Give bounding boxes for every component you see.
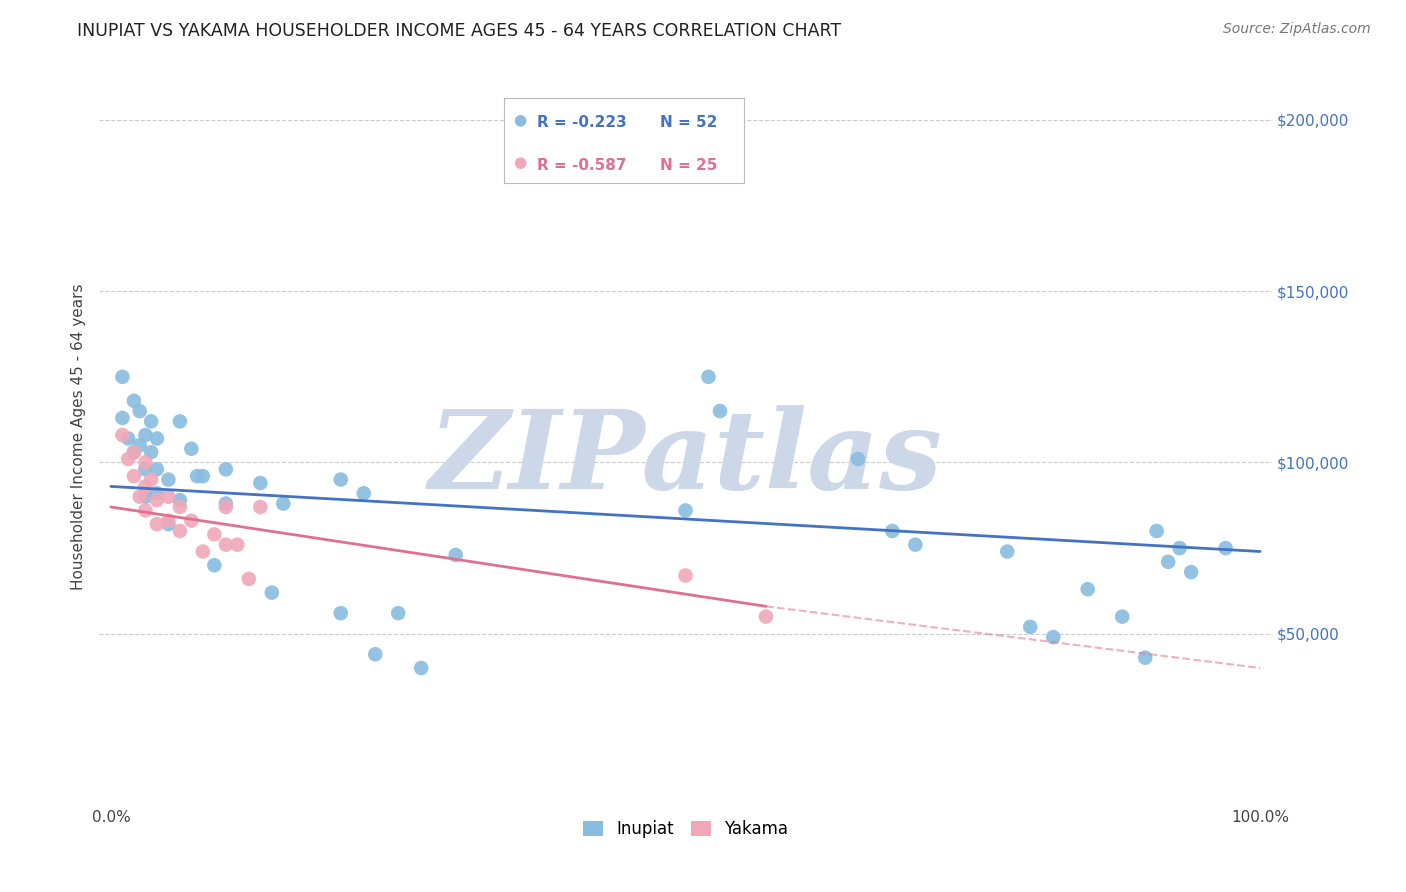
Point (111, 369, 134, 384)
Point (122, 445, 145, 459)
Point (134, 490, 156, 504)
Point (134, 462, 156, 476)
Point (1180, 565, 1202, 579)
Point (364, 648, 387, 662)
Point (1111, 609, 1133, 624)
Point (846, 452, 869, 467)
Point (249, 475, 271, 490)
Point (238, 572, 260, 586)
Point (157, 517, 180, 532)
Point (134, 479, 156, 493)
Point (141, 445, 163, 459)
Point (141, 414, 163, 428)
Point (329, 606, 352, 620)
Point (697, 369, 720, 384)
Text: ZIPatlas: ZIPatlas (429, 405, 942, 513)
Point (215, 538, 238, 552)
Point (260, 585, 283, 599)
Point (387, 606, 409, 620)
Point (169, 493, 191, 508)
Point (134, 503, 156, 517)
Point (191, 544, 214, 558)
Text: Source: ZipAtlas.com: Source: ZipAtlas.com (1223, 22, 1371, 37)
Point (157, 490, 180, 504)
Point (169, 524, 191, 538)
Legend: Inupiat, Yakama: Inupiat, Yakama (576, 814, 794, 845)
Point (146, 462, 169, 476)
Point (122, 393, 145, 408)
Point (117, 432, 139, 446)
Point (1146, 524, 1168, 538)
Point (128, 404, 150, 418)
Point (122, 445, 145, 459)
Point (122, 469, 145, 483)
Point (271, 497, 294, 511)
Y-axis label: Householder Income Ages 45 - 64 years: Householder Income Ages 45 - 64 years (72, 284, 86, 590)
Point (709, 404, 731, 418)
Point (411, 661, 433, 675)
Point (202, 527, 225, 541)
Point (169, 414, 191, 428)
Point (755, 609, 778, 624)
Point (202, 558, 225, 573)
Point (249, 500, 271, 514)
Point (1157, 555, 1180, 569)
Point (444, 548, 467, 562)
Point (1215, 541, 1237, 555)
Point (186, 469, 208, 483)
Point (146, 493, 169, 508)
Point (157, 473, 180, 487)
Point (128, 490, 150, 504)
Point (329, 473, 352, 487)
Point (146, 432, 169, 446)
Point (117, 452, 139, 467)
Point (1077, 582, 1099, 597)
Point (675, 503, 697, 517)
Point (146, 486, 169, 500)
Point (180, 442, 202, 456)
Point (226, 538, 249, 552)
Point (1042, 630, 1064, 644)
Point (353, 486, 375, 500)
Point (215, 500, 238, 514)
Point (904, 538, 927, 552)
Point (134, 455, 156, 469)
Point (1019, 620, 1042, 634)
Point (141, 473, 163, 487)
Point (134, 428, 156, 442)
Point (995, 544, 1018, 558)
Point (128, 438, 150, 452)
Point (675, 568, 697, 582)
Point (1133, 650, 1156, 665)
Point (882, 524, 904, 538)
Point (157, 514, 180, 528)
Point (169, 500, 191, 514)
Point (111, 428, 134, 442)
Point (215, 497, 238, 511)
Point (1168, 541, 1191, 555)
Point (180, 514, 202, 528)
Point (111, 411, 134, 425)
Text: INUPIAT VS YAKAMA HOUSEHOLDER INCOME AGES 45 - 64 YEARS CORRELATION CHART: INUPIAT VS YAKAMA HOUSEHOLDER INCOME AGE… (77, 22, 841, 40)
Point (146, 517, 169, 532)
Point (191, 469, 214, 483)
Point (215, 462, 238, 476)
